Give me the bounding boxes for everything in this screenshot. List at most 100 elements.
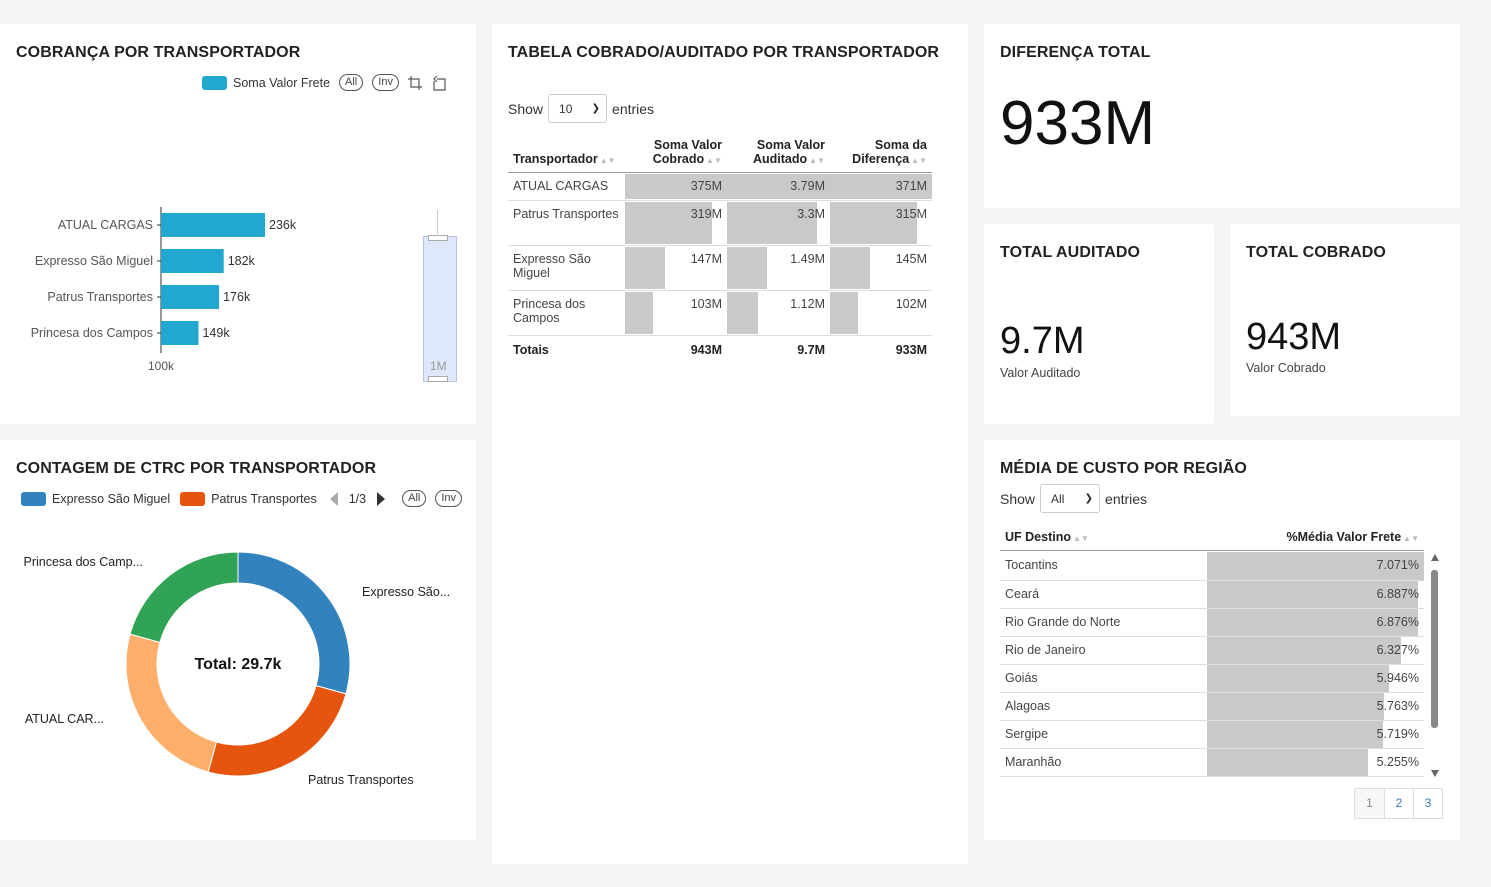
cell-transportador: Expresso São Miguel: [508, 245, 625, 291]
cell-bar: [727, 247, 768, 289]
regiao-page-size-select[interactable]: All ❯: [1040, 484, 1101, 513]
legend-label-expresso[interactable]: Expresso São Miguel: [52, 491, 171, 506]
cell-bar: [727, 174, 830, 199]
cell-media: 6.887%: [1207, 580, 1424, 609]
zoom-handle-bottom[interactable]: [428, 376, 448, 382]
cell-transportador: Patrus Transportes: [508, 200, 625, 246]
next-page-icon[interactable]: [376, 491, 386, 506]
header-diferenca[interactable]: Soma da Diferença ▲▼: [830, 134, 932, 173]
cell-value: 7.071%: [1376, 558, 1419, 572]
scroll-thumb[interactable]: [1431, 570, 1438, 728]
cell-uf: Alagoas: [1000, 692, 1207, 721]
cell-value: 5.946%: [1376, 670, 1419, 685]
cell-value: 1.12M: [790, 297, 825, 311]
regiao-table: Tocantins 7.071% Ceará 6.887% Rio Grande do …: [1000, 552, 1424, 777]
invert-selection-button[interactable]: Inv: [435, 490, 463, 507]
table-row[interactable]: Rio Grande do Norte 6.876%: [1000, 608, 1424, 637]
data-label: 236k: [269, 218, 297, 232]
cell-value: 319M: [690, 207, 722, 221]
cell-auditado: 1.49M: [727, 245, 830, 291]
scroll-up-icon[interactable]: [1431, 554, 1439, 561]
cell-uf: Rio Grande do Norte: [1000, 608, 1207, 637]
chevron-down-icon: ❯: [591, 103, 601, 114]
cell-value: 6.327%: [1376, 642, 1419, 657]
cell-uf: Maranhão: [1000, 748, 1207, 777]
legend-swatch[interactable]: [202, 75, 227, 90]
cell-value: 145M: [895, 252, 927, 266]
table-row[interactable]: Ceará 6.887%: [1000, 580, 1424, 609]
reset-zoom-icon[interactable]: [431, 75, 447, 91]
invert-selection-button[interactable]: Inv: [372, 74, 399, 91]
cobrado-value: 943M: [1246, 316, 1342, 358]
bar[interactable]: [161, 321, 199, 345]
header-cobrado[interactable]: Soma Valor Cobrado ▲▼: [625, 134, 727, 173]
table-row[interactable]: Goiás 5.946%: [1000, 664, 1424, 693]
regiao-table-header: UF Destino ▲▼ %Média Valor Frete ▲▼: [1000, 526, 1424, 551]
cell-value: 371M: [895, 179, 927, 193]
category-label: Expresso São Miguel: [35, 254, 153, 268]
cell-bar: [625, 174, 727, 199]
zoom-handle-top[interactable]: [428, 235, 448, 241]
table-row[interactable]: Maranhão 5.255%: [1000, 748, 1424, 777]
select-all-button[interactable]: All: [339, 74, 364, 91]
table-row[interactable]: Expresso São Miguel 147M 1.49M 145M: [508, 245, 932, 291]
cobrado-title: TOTAL COBRADO: [1246, 244, 1386, 261]
category-label: ATUAL CARGAS: [58, 218, 153, 232]
scrollbar[interactable]: [1430, 554, 1440, 780]
header-auditado[interactable]: Soma Valor Auditado ▲▼: [727, 134, 830, 173]
page-1-button[interactable]: 1: [1355, 789, 1384, 818]
totals-label: Totais: [513, 343, 549, 357]
donut-slice[interactable]: [125, 633, 217, 773]
table-row[interactable]: Patrus Transportes 319M 3.3M 315M: [508, 200, 932, 246]
entries-label: entries: [612, 100, 655, 117]
header-media[interactable]: %Média Valor Frete ▲▼: [1207, 526, 1424, 551]
category-label: Patrus Transportes: [47, 290, 153, 304]
bar-chart: ATUAL CARGAS 236k Expresso São Miguel 182k P…: [31, 207, 297, 373]
bar[interactable]: [161, 213, 265, 237]
cell-media: 5.946%: [1207, 664, 1424, 693]
cell-bar: [727, 202, 817, 244]
crop-icon[interactable]: [407, 75, 423, 91]
page-2-button[interactable]: 2: [1384, 789, 1413, 818]
legend-swatch-patrus[interactable]: [180, 491, 206, 506]
scroll-down-icon[interactable]: [1431, 770, 1439, 777]
pagination: 1 2 3: [1354, 788, 1443, 819]
page-size-select[interactable]: 10 ❯: [548, 94, 608, 123]
table-row[interactable]: Alagoas 5.763%: [1000, 692, 1424, 721]
page-3-button[interactable]: 3: [1413, 789, 1442, 818]
cell-uf: Ceará: [1000, 580, 1207, 609]
contagem-card: CONTAGEM DE CTRC POR TRANSPORTADOR Expre…: [0, 440, 476, 840]
bar[interactable]: [161, 249, 224, 273]
table-row[interactable]: ATUAL CARGAS 375M 3.79M 371M: [508, 172, 932, 201]
zoom-track: [437, 210, 438, 236]
table-row[interactable]: Tocantins 7.071%: [1000, 552, 1424, 581]
diferenca-title: DIFERENÇA TOTAL: [1000, 44, 1151, 61]
table-row[interactable]: Princesa dos Campos 103M 1.12M 102M: [508, 290, 932, 336]
legend-swatch-expresso[interactable]: [21, 491, 46, 506]
cell-bar: [1207, 580, 1419, 608]
cell-bar: [625, 247, 665, 289]
donut-slice[interactable]: [207, 685, 347, 777]
legend-label[interactable]: Soma Valor Frete: [233, 75, 331, 90]
table-row[interactable]: Sergipe 5.719%: [1000, 720, 1424, 749]
cell-auditado: 3.79M: [727, 172, 830, 201]
header-uf[interactable]: UF Destino ▲▼: [1000, 526, 1207, 551]
bar[interactable]: [161, 285, 220, 309]
cell-bar: [727, 292, 758, 334]
regiao-scroll-area[interactable]: Tocantins 7.071% Ceará 6.887% Rio Grande do …: [1000, 552, 1445, 780]
zoom-slider[interactable]: 1M: [423, 235, 457, 382]
cell-media: 5.719%: [1207, 720, 1424, 749]
table-row[interactable]: Rio de Janeiro 6.327%: [1000, 636, 1424, 665]
cell-bar: [1207, 552, 1424, 580]
category-label: Princesa dos Campos: [31, 326, 153, 340]
prev-page-icon[interactable]: [329, 491, 339, 506]
donut-slice[interactable]: [129, 551, 239, 643]
totals-row: Totais 943M 9.7M 933M: [508, 336, 932, 365]
header-transportador[interactable]: Transportador ▲▼: [508, 134, 625, 173]
slice-label: Expresso São...: [362, 585, 450, 599]
show-label: Show: [1000, 490, 1036, 507]
tabela-card: TABELA COBRADO/AUDITADO POR TRANSPORTADO…: [492, 24, 968, 864]
legend-label-patrus[interactable]: Patrus Transportes: [211, 491, 317, 506]
diferenca-value: 933M: [1000, 89, 1156, 158]
select-all-button[interactable]: All: [402, 490, 427, 507]
